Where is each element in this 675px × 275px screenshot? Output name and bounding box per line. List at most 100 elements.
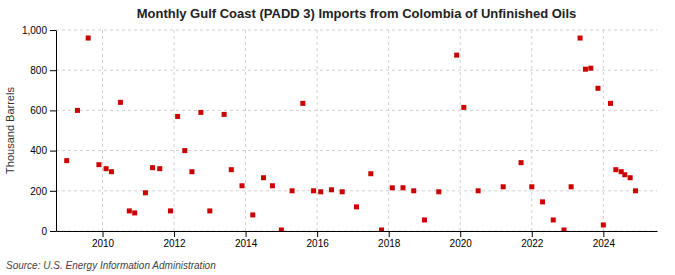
point xyxy=(601,222,606,227)
x-tick-label: 2020 xyxy=(450,238,473,249)
y-axis: 02004006008001,000 xyxy=(22,25,57,237)
y-grid-line xyxy=(56,231,657,232)
x-tick-label: 2014 xyxy=(235,238,258,249)
point xyxy=(628,175,633,180)
point xyxy=(436,189,441,194)
point xyxy=(311,188,316,193)
point xyxy=(476,188,481,193)
x-tick-label: 2010 xyxy=(92,238,115,249)
x-tick: 2012 xyxy=(163,231,186,249)
point xyxy=(340,189,345,194)
x-tick: 2018 xyxy=(378,231,401,249)
point xyxy=(569,184,574,189)
x-tick-label: 2012 xyxy=(163,238,186,249)
y-tick-mark xyxy=(50,110,56,111)
x-grid-line xyxy=(102,30,103,231)
point xyxy=(96,162,101,167)
point xyxy=(150,165,155,170)
y-tick-label: 1,000 xyxy=(22,25,47,36)
point xyxy=(501,184,506,189)
point xyxy=(454,53,459,58)
x-tick-mark xyxy=(389,231,390,237)
x-grid-line xyxy=(460,30,461,231)
x-tick-mark xyxy=(174,231,175,237)
x-tick-label: 2024 xyxy=(593,238,616,249)
y-grid-line xyxy=(56,70,657,71)
y-axis-line xyxy=(56,31,57,232)
x-grid-line xyxy=(388,30,389,231)
point xyxy=(422,217,427,222)
y-tick-mark xyxy=(50,30,56,31)
y-tick-mark xyxy=(50,231,56,232)
y-tick-label: 400 xyxy=(30,145,47,156)
plot-area xyxy=(64,36,638,231)
x-tick-label: 2016 xyxy=(307,238,330,249)
point xyxy=(240,183,245,188)
point xyxy=(411,188,416,193)
point xyxy=(583,67,588,72)
x-axis: 2010 2012 2014 2016 2018 2020 2022 2024 xyxy=(57,231,658,249)
point xyxy=(390,185,395,190)
x-tick-mark xyxy=(603,231,604,237)
point xyxy=(318,189,323,194)
point xyxy=(127,208,132,213)
title: Monthly Gulf Coast (PADD 3) Imports from… xyxy=(137,6,577,21)
point xyxy=(189,169,194,174)
point xyxy=(270,183,275,188)
y-axis-label: Thousand Barrels xyxy=(4,87,16,174)
point xyxy=(613,167,618,172)
point xyxy=(588,66,593,71)
point xyxy=(461,105,466,110)
point xyxy=(64,158,69,163)
x-tick-label: 2018 xyxy=(378,238,401,249)
point xyxy=(551,217,556,222)
x-tick: 2020 xyxy=(450,231,473,249)
point xyxy=(379,227,384,231)
point xyxy=(261,175,266,180)
y-grid-line xyxy=(56,150,657,151)
y-grid-line xyxy=(56,110,657,111)
point xyxy=(229,167,234,172)
point xyxy=(519,160,524,165)
point xyxy=(182,148,187,153)
point xyxy=(622,172,627,177)
point xyxy=(368,171,373,176)
point xyxy=(633,188,638,193)
y-tick-mark xyxy=(50,151,56,152)
x-tick: 2022 xyxy=(521,231,544,249)
point xyxy=(529,184,534,189)
y-tick: 800 xyxy=(30,65,56,76)
annotation: Source: U.S. Energy Information Administ… xyxy=(6,260,216,271)
x-grid-line xyxy=(531,30,532,231)
x-grid-line xyxy=(317,30,318,231)
point xyxy=(578,36,583,41)
point xyxy=(300,101,305,106)
point xyxy=(143,190,148,195)
x-tick: 2016 xyxy=(307,231,330,249)
point xyxy=(222,112,227,117)
point xyxy=(118,100,123,105)
y-grid-line xyxy=(56,30,657,31)
point xyxy=(157,166,162,171)
x-tick-mark xyxy=(103,231,104,237)
grid xyxy=(56,30,657,231)
point xyxy=(561,227,566,231)
x-tick: 2014 xyxy=(235,231,258,249)
x-grid-line xyxy=(245,30,246,231)
point xyxy=(175,114,180,119)
chart-container: 2010201220142016201820202022202402004006… xyxy=(0,0,675,275)
point xyxy=(86,36,91,41)
point xyxy=(75,108,80,113)
x-grid-line xyxy=(174,30,175,231)
chart-svg: 2010201220142016201820202022202402004006… xyxy=(0,0,675,275)
y-tick-label: 800 xyxy=(30,65,47,76)
point xyxy=(595,86,600,91)
y-tick-label: 200 xyxy=(30,186,47,197)
y-tick-label: 600 xyxy=(30,105,47,116)
point xyxy=(290,188,295,193)
x-tick: 2024 xyxy=(593,231,616,249)
point xyxy=(354,204,359,209)
x-tick-mark xyxy=(246,231,247,237)
point xyxy=(250,212,255,217)
point xyxy=(104,166,109,171)
